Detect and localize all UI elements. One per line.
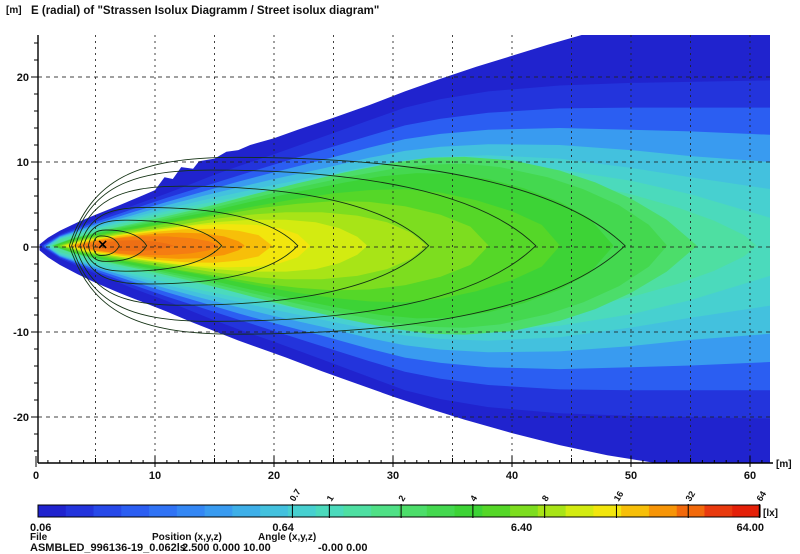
footer-file-value: ASMBLED_996136-19_0.062ls [30,542,186,554]
x-tick-label-40: 40 [506,470,518,482]
colorbar-scale-labels: 0.06 0.64 6.40 64.00 [30,522,764,534]
isolux-contour-lines [68,156,626,335]
contour-line-0.7lx [92,235,120,256]
y-tick-label--20: -20 [13,412,29,424]
colorbar-level-label-4: 4 [468,494,479,504]
axes [37,35,773,464]
y-tick-label--10: -10 [13,327,29,339]
y-axis-unit-label: [m] [6,5,22,16]
x-axis-unit-label: [m] [776,459,792,470]
colorbar-level-label-16: 16 [612,489,626,503]
contour-line-8lx [74,185,430,306]
colorbar-level-label-8: 8 [540,494,551,504]
x-tick-label-20: 20 [268,470,280,482]
colorbar-tick-marks [291,504,760,518]
x-tick-label-10: 10 [149,470,161,482]
colorbar-scale-label-0.64: 0.64 [272,522,294,534]
colorbar-border [37,504,761,518]
y-tick-label-0: 0 [23,242,29,254]
chart-title: E (radial) of "Strassen Isolux Diagramm … [31,5,379,17]
illuminance-filled-bands [39,35,770,463]
contour-line-16lx [71,169,537,322]
x-tick-label-60: 60 [744,470,756,482]
axis-ticks [31,42,763,467]
footer-file-label: File [30,532,48,543]
colorbar-scale-label-0.06: 0.06 [30,522,51,534]
contour-line-2lx [83,219,223,272]
colorbar-unit-label: [lx] [763,508,778,519]
x-tick-label-30: 30 [387,470,399,482]
y-tick-label-10: 10 [17,157,29,169]
colorbar [38,505,761,517]
footer-position-label: Position (x,y,z) [152,532,222,543]
footer-angle-value: -0.00 0.00 [318,542,368,554]
colorbar-level-label-2: 2 [396,494,407,504]
colorbar-level-label-64: 64 [754,489,768,503]
x-tick-label-50: 50 [625,470,637,482]
colorbar-level-label-32: 32 [683,489,697,503]
dashed-gridlines [38,35,770,463]
colorbar-scale-label-64.00: 64.00 [736,522,764,534]
footer-angle-label: Angle (x,y,z) [258,532,316,543]
colorbar-level-label-1: 1 [325,494,336,504]
footer-position-value: 2.500 0.000 10.00 [182,542,271,554]
contour-line-4lx [79,207,299,285]
axis-tick-labels: 0 10 20 30 40 50 60 20 10 0 -10 -20 [13,72,756,482]
contour-line-1lx [87,229,148,262]
contour-line-32lx [68,156,626,335]
y-tick-label-20: 20 [17,72,29,84]
luminaire-position-marker [98,240,107,249]
colorbar-scale-label-6.40: 6.40 [511,522,532,534]
x-tick-label-0: 0 [33,470,39,482]
